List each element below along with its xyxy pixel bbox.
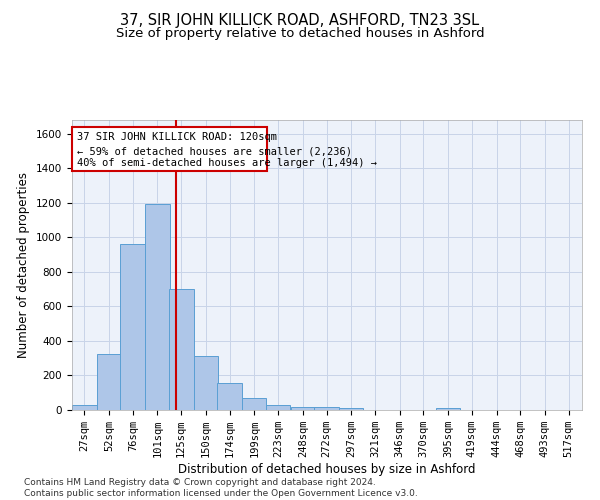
Bar: [340, 408, 363, 410]
Text: ← 59% of detached houses are smaller (2,236): ← 59% of detached houses are smaller (2,…: [77, 146, 352, 156]
Bar: [97, 354, 121, 410]
X-axis label: Distribution of detached houses by size in Ashford: Distribution of detached houses by size …: [178, 463, 476, 476]
Text: 40% of semi-detached houses are larger (1,494) →: 40% of semi-detached houses are larger (…: [77, 158, 377, 168]
FancyBboxPatch shape: [72, 127, 267, 171]
Bar: [242, 398, 266, 410]
Bar: [266, 405, 290, 410]
Bar: [169, 289, 194, 410]
Y-axis label: Number of detached properties: Number of detached properties: [17, 172, 31, 358]
Bar: [145, 204, 170, 410]
Bar: [436, 408, 460, 410]
Bar: [72, 405, 97, 410]
Bar: [217, 383, 242, 410]
Text: 37, SIR JOHN KILLICK ROAD, ASHFORD, TN23 3SL: 37, SIR JOHN KILLICK ROAD, ASHFORD, TN23…: [121, 12, 479, 28]
Bar: [194, 356, 218, 410]
Bar: [314, 408, 339, 410]
Text: Contains HM Land Registry data © Crown copyright and database right 2024.
Contai: Contains HM Land Registry data © Crown c…: [24, 478, 418, 498]
Text: 37 SIR JOHN KILLICK ROAD: 120sqm: 37 SIR JOHN KILLICK ROAD: 120sqm: [77, 132, 277, 142]
Text: Size of property relative to detached houses in Ashford: Size of property relative to detached ho…: [116, 28, 484, 40]
Bar: [121, 244, 145, 410]
Bar: [291, 406, 314, 410]
